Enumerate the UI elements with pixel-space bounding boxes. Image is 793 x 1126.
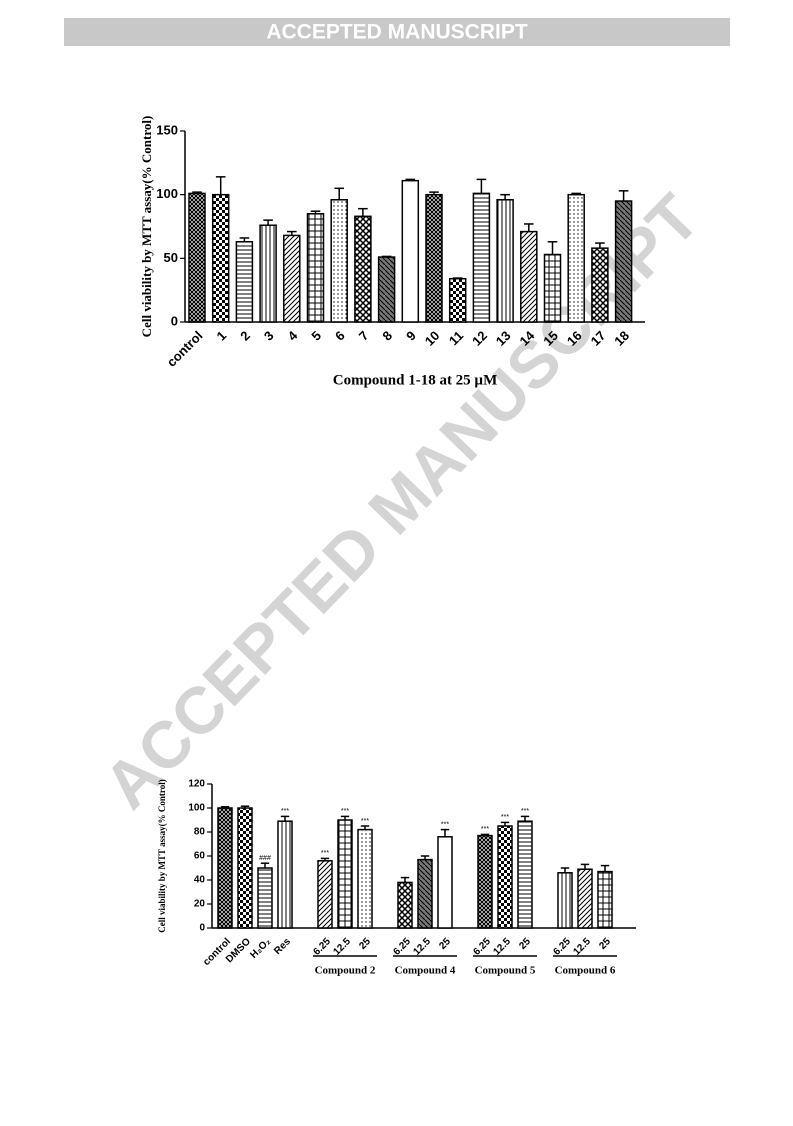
significance-label: *** — [441, 821, 449, 828]
x-tick-label: 12.5 — [571, 936, 593, 958]
significance-label: *** — [501, 814, 509, 821]
bar — [614, 200, 633, 323]
bar — [235, 241, 254, 323]
x-tick-label: 25 — [357, 936, 373, 952]
bar — [437, 836, 453, 929]
bar — [425, 193, 443, 323]
x-tick-label: control — [164, 328, 206, 370]
x-tick-label: 8 — [379, 328, 395, 344]
x-tick-label: Res — [272, 936, 293, 957]
group-label: Compound 2 — [315, 965, 376, 977]
bar — [543, 253, 562, 323]
y-tick-label: 60 — [194, 851, 206, 862]
x-tick-label: 12.5 — [331, 936, 353, 958]
x-tick-label: 25 — [517, 936, 533, 952]
significance-label: *** — [281, 808, 289, 815]
x-tick-label: 4 — [285, 327, 301, 343]
group-label: Compound 6 — [555, 965, 616, 977]
bar — [306, 213, 325, 323]
x-tick-label: 3 — [261, 328, 277, 344]
y-tick-label: 120 — [188, 779, 205, 790]
y-tick-label: 0 — [171, 313, 178, 328]
y-tick-label: 150 — [156, 122, 178, 137]
x-tick-label: 1 — [214, 328, 230, 344]
x-tick-label: 6 — [332, 328, 348, 344]
x-axis-label: Compound 1-18 at 25 µM — [333, 372, 498, 388]
x-tick-label: 2 — [237, 328, 253, 344]
bar — [277, 820, 293, 929]
group-label: Compound 5 — [475, 965, 536, 977]
x-tick-label: 25 — [437, 936, 453, 952]
bar — [591, 247, 609, 323]
x-tick-label: 7 — [356, 328, 372, 344]
y-tick-label: 80 — [194, 827, 206, 838]
bar — [354, 215, 372, 323]
bar — [283, 234, 301, 323]
bar — [357, 828, 373, 929]
bar — [496, 199, 514, 323]
bar — [377, 256, 396, 323]
bar — [257, 867, 273, 929]
bar — [567, 193, 585, 323]
y-axis-label: Cell viability by MTT assay(% Control) — [139, 116, 154, 338]
significance-label: *** — [321, 850, 329, 857]
bar — [401, 179, 420, 323]
x-tick-label: 25 — [597, 936, 613, 952]
bar — [448, 277, 467, 323]
bar — [520, 230, 538, 323]
bar — [211, 193, 230, 323]
x-tick-label: 12.5 — [491, 936, 513, 958]
bar — [337, 819, 353, 929]
x-tick-label: 11 — [446, 328, 466, 348]
x-tick-label: 6.25 — [391, 936, 413, 958]
bar — [517, 820, 533, 929]
y-tick-label: 100 — [156, 186, 178, 201]
bar — [597, 870, 613, 929]
bar — [217, 807, 233, 929]
x-tick-label: 6.25 — [311, 936, 333, 958]
significance-label: *** — [341, 808, 349, 815]
bar — [330, 199, 348, 323]
bar — [188, 192, 206, 323]
bar — [557, 872, 573, 929]
bar — [472, 192, 491, 323]
y-tick-label: 20 — [194, 899, 206, 910]
bar — [237, 807, 253, 929]
significance-label: *** — [481, 826, 489, 833]
x-tick-label: 9 — [403, 328, 419, 344]
bar — [259, 224, 277, 323]
bar — [417, 858, 433, 929]
y-tick-label: 50 — [164, 250, 178, 265]
y-axis-label: Cell viability by MTT assay(% Control) — [157, 779, 167, 932]
bar — [577, 868, 593, 929]
bar — [497, 825, 513, 929]
x-tick-label: 6.25 — [471, 936, 493, 958]
significance-label: *** — [521, 808, 529, 815]
banner: ACCEPTED MANUSCRIPT — [266, 21, 528, 44]
x-tick-label: 10 — [422, 328, 443, 349]
y-tick-label: 0 — [199, 923, 205, 934]
y-tick-label: 100 — [188, 803, 205, 814]
significance-label: *** — [361, 818, 369, 825]
group-label: Compound 4 — [395, 965, 456, 977]
bar — [397, 881, 413, 929]
significance-label: ### — [259, 855, 271, 862]
y-tick-label: 40 — [194, 875, 206, 886]
x-tick-label: 12.5 — [411, 936, 433, 958]
x-tick-label: 12 — [469, 328, 490, 349]
x-tick-label: H₂O₂ — [248, 936, 273, 961]
x-tick-label: 6.25 — [551, 936, 573, 958]
bar — [317, 860, 333, 929]
x-tick-label: 5 — [308, 328, 324, 344]
bar — [477, 834, 493, 929]
banner-bg — [64, 18, 730, 46]
